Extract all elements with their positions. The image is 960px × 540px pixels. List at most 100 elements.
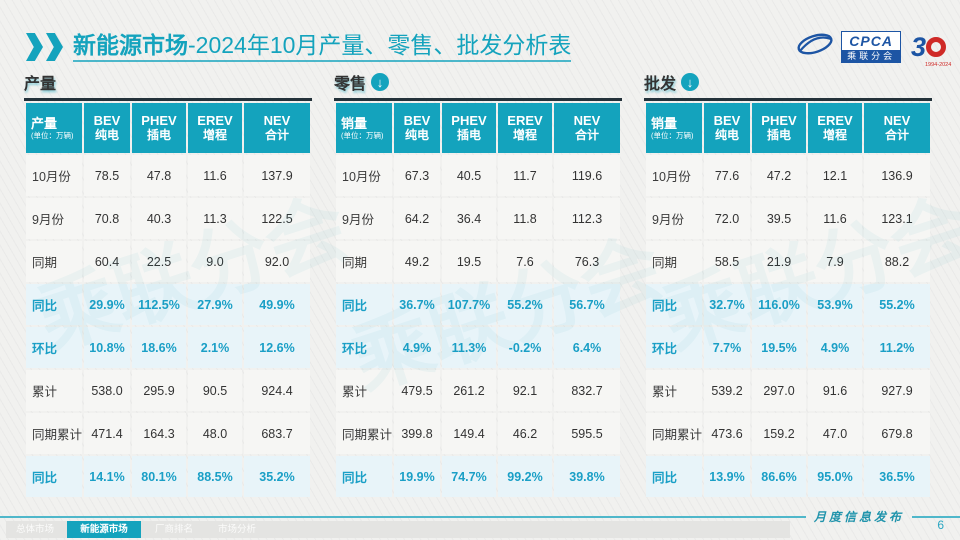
retail-table-row: 同比 36.7% 107.7% 55.2% 56.7% [336, 284, 620, 325]
cell-value: 86.6% [752, 456, 806, 497]
column-header-erev: EREV 增程 [808, 103, 862, 153]
anniversary-ring-icon: 1994-2024 [925, 36, 951, 67]
cell-value: 39.8% [554, 456, 620, 497]
column-header-erev: EREV 增程 [188, 103, 242, 153]
cell-value: 92.1 [498, 370, 552, 411]
row-label: 9月份 [646, 198, 702, 239]
cpca-branch-name: 乘联分会 [842, 50, 900, 62]
cell-value: 49.9% [244, 284, 310, 325]
row-label: 同期累计 [336, 413, 392, 454]
cell-value: 29.9% [84, 284, 130, 325]
wholesale-section-header: 批发 ↓ [644, 70, 932, 94]
retail-table-row: 同比 19.9% 74.7% 99.2% 39.8% [336, 456, 620, 497]
double-chevron-icon [26, 33, 63, 61]
cell-value: 27.9% [188, 284, 242, 325]
production-table-row: 10月份 78.5 47.8 11.6 137.9 [26, 155, 310, 196]
column-header-en: BEV [93, 113, 121, 128]
cell-value: 924.4 [244, 370, 310, 411]
column-header-en: PHEV [451, 113, 487, 128]
footer-tab-4[interactable]: 市场分析 [217, 524, 256, 535]
production-table-row: 环比 10.8% 18.6% 2.1% 12.6% [26, 327, 310, 368]
column-header-cn: 增程 [202, 128, 227, 142]
cell-value: 13.9% [704, 456, 750, 497]
production-table-row: 累计 538.0 295.9 90.5 924.4 [26, 370, 310, 411]
retail-section-header: 零售 ↓ [334, 70, 622, 94]
cell-value: 47.0 [808, 413, 862, 454]
cell-value: 136.9 [864, 155, 930, 196]
cell-value: 55.2% [498, 284, 552, 325]
column-header-en: EREV [197, 113, 233, 128]
footer-tab-bar: 总体市场 新能源市场 厂商排名 市场分析 [6, 521, 790, 538]
cell-value: 47.8 [132, 155, 186, 196]
column-header-en: PHEV [141, 113, 177, 128]
column-header-en: NEV [263, 113, 291, 128]
cell-value: 297.0 [752, 370, 806, 411]
cell-value: 119.6 [554, 155, 620, 196]
column-header-nev: NEV 合计 [864, 103, 930, 153]
cell-value: 92.0 [244, 241, 310, 282]
cell-value: 295.9 [132, 370, 186, 411]
wholesale-table: 销量 (单位：万辆) BEV 纯电 PHEV 插电 EREV 增程 NEV 合计 10月份 77.6 4… [644, 101, 932, 499]
retail-table-row: 9月份 64.2 36.4 11.8 112.3 [336, 198, 620, 239]
cell-value: 11.2% [864, 327, 930, 368]
cell-value: 53.9% [808, 284, 862, 325]
row-label: 累计 [646, 370, 702, 411]
column-header-cn: 插电 [146, 128, 171, 142]
footer-tab-3[interactable]: 厂商排名 [154, 524, 193, 535]
row-label: 环比 [336, 327, 392, 368]
page-title-rest: -2024年10月产量、零售、批发分析表 [188, 31, 572, 58]
cell-value: 18.6% [132, 327, 186, 368]
cell-value: 47.2 [752, 155, 806, 196]
row-label: 同期 [336, 241, 392, 282]
down-arrow-icon: ↓ [371, 73, 390, 91]
cell-value: -0.2% [498, 327, 552, 368]
production-table-row: 9月份 70.8 40.3 11.3 122.5 [26, 198, 310, 239]
column-header-cn: 插电 [456, 128, 481, 142]
cell-value: 539.2 [704, 370, 750, 411]
cell-value: 39.5 [752, 198, 806, 239]
retail-table-row: 环比 4.9% 11.3% -0.2% 6.4% [336, 327, 620, 368]
cpca-acronym: CPCA [842, 32, 900, 50]
production-table-row: 同比 14.1% 80.1% 88.5% 35.2% [26, 456, 310, 497]
cell-value: 78.5 [84, 155, 130, 196]
column-header-cn: 合计 [574, 128, 599, 142]
cell-value: 12.1 [808, 155, 862, 196]
production-table-wrap: 产量 (单位：万辆) BEV 纯电 PHEV 插电 EREV 增程 NEV 合计 10月份 78.5 4… [24, 98, 312, 499]
row-label: 同比 [336, 456, 392, 497]
footer-rule: 月度信息发布 [0, 508, 960, 525]
cell-value: 58.5 [704, 241, 750, 282]
cell-value: 112.3 [554, 198, 620, 239]
cell-value: 19.5% [752, 327, 806, 368]
footer-tab-2[interactable]: 新能源市场 [67, 521, 141, 538]
page-title: 新能源市场-2024年10月产量、零售、批发分析表 [73, 31, 572, 63]
cell-value: 76.3 [554, 241, 620, 282]
anniversary-years: 1994-2024 [925, 61, 952, 68]
row-label: 同比 [26, 284, 82, 325]
column-header-en: BEV [403, 113, 431, 128]
column-header-en: PHEV [761, 113, 797, 128]
cell-value: 11.6 [188, 155, 242, 196]
cell-value: 60.4 [84, 241, 130, 282]
row-label: 9月份 [26, 198, 82, 239]
cell-value: 99.2% [498, 456, 552, 497]
production-corner-cell: 产量 (单位：万辆) [26, 103, 82, 153]
footer-tab-1[interactable]: 总体市场 [15, 524, 54, 535]
cell-value: 159.2 [752, 413, 806, 454]
cell-value: 70.8 [84, 198, 130, 239]
corner-unit: (单位：万辆) [341, 130, 384, 140]
cell-value: 2.1% [188, 327, 242, 368]
row-label: 10月份 [336, 155, 392, 196]
cell-value: 55.2% [864, 284, 930, 325]
cell-value: 399.8 [394, 413, 440, 454]
wholesale-table-row: 10月份 77.6 47.2 12.1 136.9 [646, 155, 930, 196]
row-label: 同期 [646, 241, 702, 282]
retail-corner-cell: 销量 (单位：万辆) [336, 103, 392, 153]
cell-value: 11.7 [498, 155, 552, 196]
cell-value: 72.0 [704, 198, 750, 239]
cpca-swoosh-icon [797, 33, 833, 55]
column-header-en: NEV [883, 113, 911, 128]
column-header-en: EREV [817, 113, 853, 128]
footer-line-left [0, 515, 806, 518]
down-arrow-icon: ↓ [681, 73, 700, 91]
